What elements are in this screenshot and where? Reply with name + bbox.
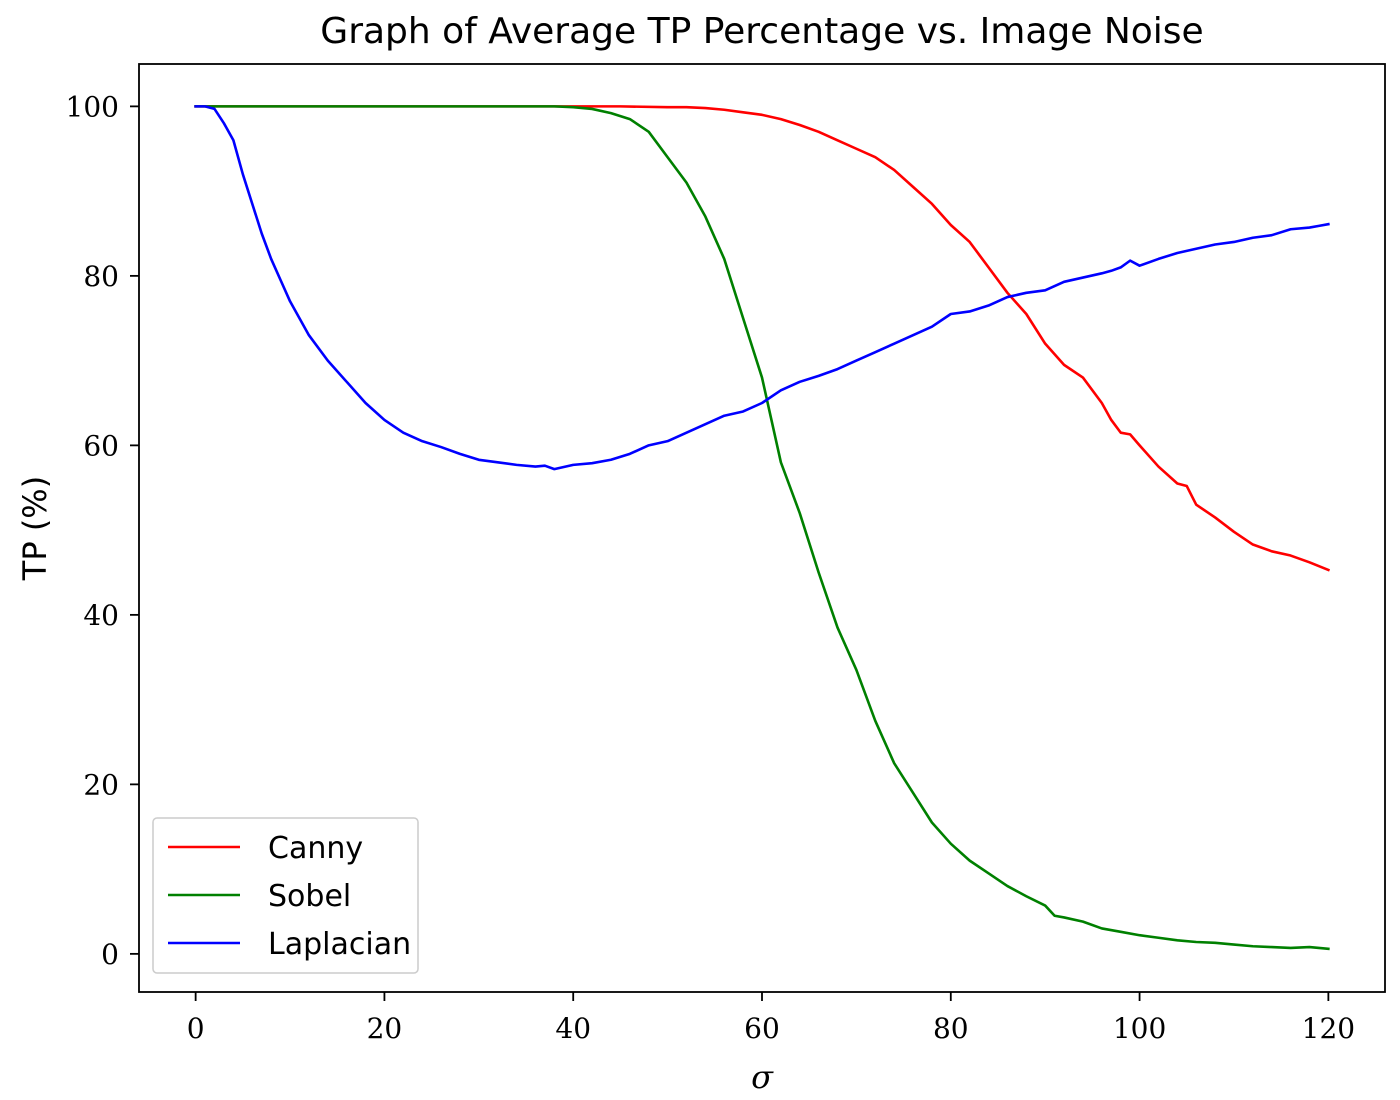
legend: Canny Sobel Laplacian bbox=[152, 817, 419, 974]
x-tick-label: 20 bbox=[367, 1012, 403, 1045]
legend-entries: Canny Sobel Laplacian bbox=[168, 831, 411, 962]
series-line-laplacian bbox=[194, 105, 1330, 471]
y-axis-ticks: 0 20 40 60 80 100 bbox=[66, 90, 139, 971]
series-layer bbox=[194, 105, 1331, 951]
y-tick-label: 20 bbox=[83, 768, 119, 801]
legend-label-laplacian: Laplacian bbox=[268, 927, 411, 962]
y-tick-label: 100 bbox=[66, 90, 119, 123]
series-line-sobel bbox=[194, 105, 1330, 951]
x-tick-label: 80 bbox=[933, 1012, 969, 1045]
y-axis-label: TP (%) bbox=[16, 476, 54, 581]
x-tick-label: 0 bbox=[187, 1012, 205, 1045]
legend-label-canny: Canny bbox=[268, 831, 363, 866]
x-tick-label: 100 bbox=[1113, 1012, 1166, 1045]
legend-label-sobel: Sobel bbox=[268, 879, 351, 914]
x-axis-label: σ bbox=[751, 1058, 774, 1096]
series-line-canny bbox=[194, 105, 1331, 572]
y-tick-label: 80 bbox=[83, 260, 119, 293]
legend-box bbox=[152, 817, 419, 974]
y-tick-label: 40 bbox=[83, 599, 119, 632]
x-tick-label: 60 bbox=[744, 1012, 780, 1045]
y-tick-label: 0 bbox=[101, 938, 119, 971]
y-tick-label: 60 bbox=[83, 429, 119, 462]
x-axis-ticks: 0 20 40 60 80 100 120 bbox=[187, 992, 1355, 1045]
x-tick-label: 120 bbox=[1302, 1012, 1355, 1045]
x-tick-label: 40 bbox=[555, 1012, 591, 1045]
chart-title: Graph of Average TP Percentage vs. Image… bbox=[320, 11, 1203, 52]
